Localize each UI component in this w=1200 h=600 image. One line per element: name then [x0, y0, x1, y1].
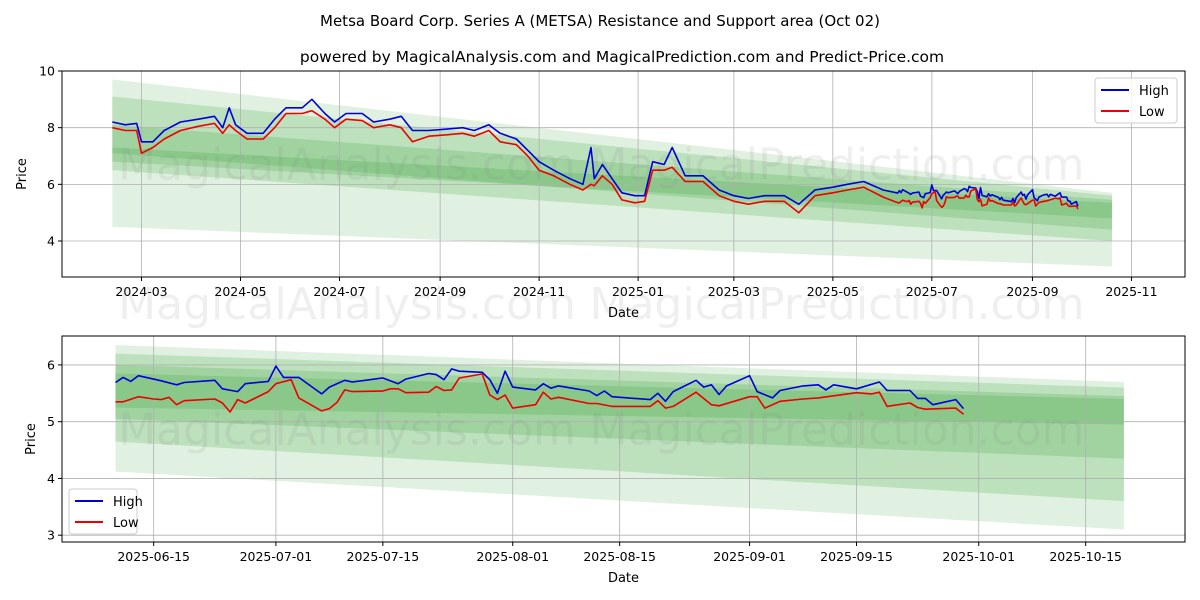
x-tick-label: 2025-08-15: [583, 549, 656, 564]
y-tick-label: 3: [47, 528, 55, 543]
plot-frame: [61, 70, 1186, 278]
x-axis-label: Date: [608, 306, 639, 321]
x-tick-label: 2025-10-15: [1049, 549, 1122, 564]
legend-label-high: High: [1139, 84, 1169, 99]
watermark: MagicalAnalysis.com: [118, 279, 576, 330]
top-chart-axes: 4 6 8 10 2024-03 2024-05 2024-07 2024-09 2024-11…: [15, 64, 1186, 330]
x-tick-label: 2024-09: [414, 284, 466, 299]
x-tick-label: 2024-07: [313, 284, 365, 299]
x-tick-label: 2025-10-01: [942, 549, 1015, 564]
series-line-high: [112, 98, 1079, 207]
support-resistance-band: [112, 96, 1112, 242]
plot-frame: [61, 335, 1186, 543]
legend: High Low: [68, 488, 143, 535]
x-tick-label: 2025-07: [906, 284, 958, 299]
x-tick-label: 2025-09: [1006, 284, 1058, 299]
x-tick-label: 2025-03: [708, 284, 760, 299]
y-tick-label: 5: [47, 414, 55, 429]
bottom-chart-axes: 3 4 5 6 2025-06-15 2025-07-01 2025-07-15 2025-0…: [24, 335, 1186, 586]
x-tick-label: 2025-01: [612, 284, 664, 299]
series-line-high: [115, 365, 965, 410]
y-tick-label: 10: [39, 64, 55, 79]
series-line-low: [112, 109, 1079, 214]
legend-label-high: High: [113, 495, 143, 510]
legend-label-low: Low: [113, 516, 139, 531]
y-tick-label: 8: [47, 120, 55, 135]
chart-subtitle: powered by MagicalAnalysis.com and Magic…: [300, 48, 944, 66]
x-tick-label: 2024-05: [214, 284, 266, 299]
watermark: MagicalAnalysis.com: [118, 405, 576, 456]
x-tick-label: 2025-08-01: [476, 549, 549, 564]
support-resistance-band: [112, 147, 1112, 219]
x-tick-label: 2025-05: [807, 284, 859, 299]
legend-label-low: Low: [1139, 105, 1165, 120]
legend: High Low: [1094, 77, 1178, 124]
y-axis-label: Price: [24, 423, 39, 455]
x-tick-label: 2025-07-01: [240, 549, 313, 564]
watermark: MagicalPrediction.com: [590, 405, 1085, 456]
x-axis-label: Date: [608, 571, 639, 586]
x-tick-label: 2025-07-15: [347, 549, 420, 564]
x-tick-label: 2025-09-01: [713, 549, 786, 564]
support-resistance-band: [112, 79, 1112, 267]
x-tick-label: 2024-03: [115, 284, 167, 299]
y-axis-label: Price: [15, 158, 30, 190]
y-tick-label: 4: [47, 471, 55, 486]
support-resistance-band: [112, 124, 1112, 230]
y-tick-label: 6: [47, 177, 55, 192]
x-tick-label: 2025-09-15: [820, 549, 893, 564]
y-tick-label: 4: [47, 234, 55, 249]
series-line-low: [115, 373, 965, 415]
x-tick-label: 2025-06-15: [117, 549, 190, 564]
watermark: MagicalAnalysis.com: [118, 140, 576, 191]
watermark: MagicalPrediction.com: [590, 279, 1085, 330]
chart-title: Metsa Board Corp. Series A (METSA) Resis…: [320, 12, 880, 30]
y-tick-label: 6: [47, 357, 55, 372]
x-tick-label: 2024-11: [513, 284, 565, 299]
x-tick-label: 2025-11: [1105, 284, 1157, 299]
